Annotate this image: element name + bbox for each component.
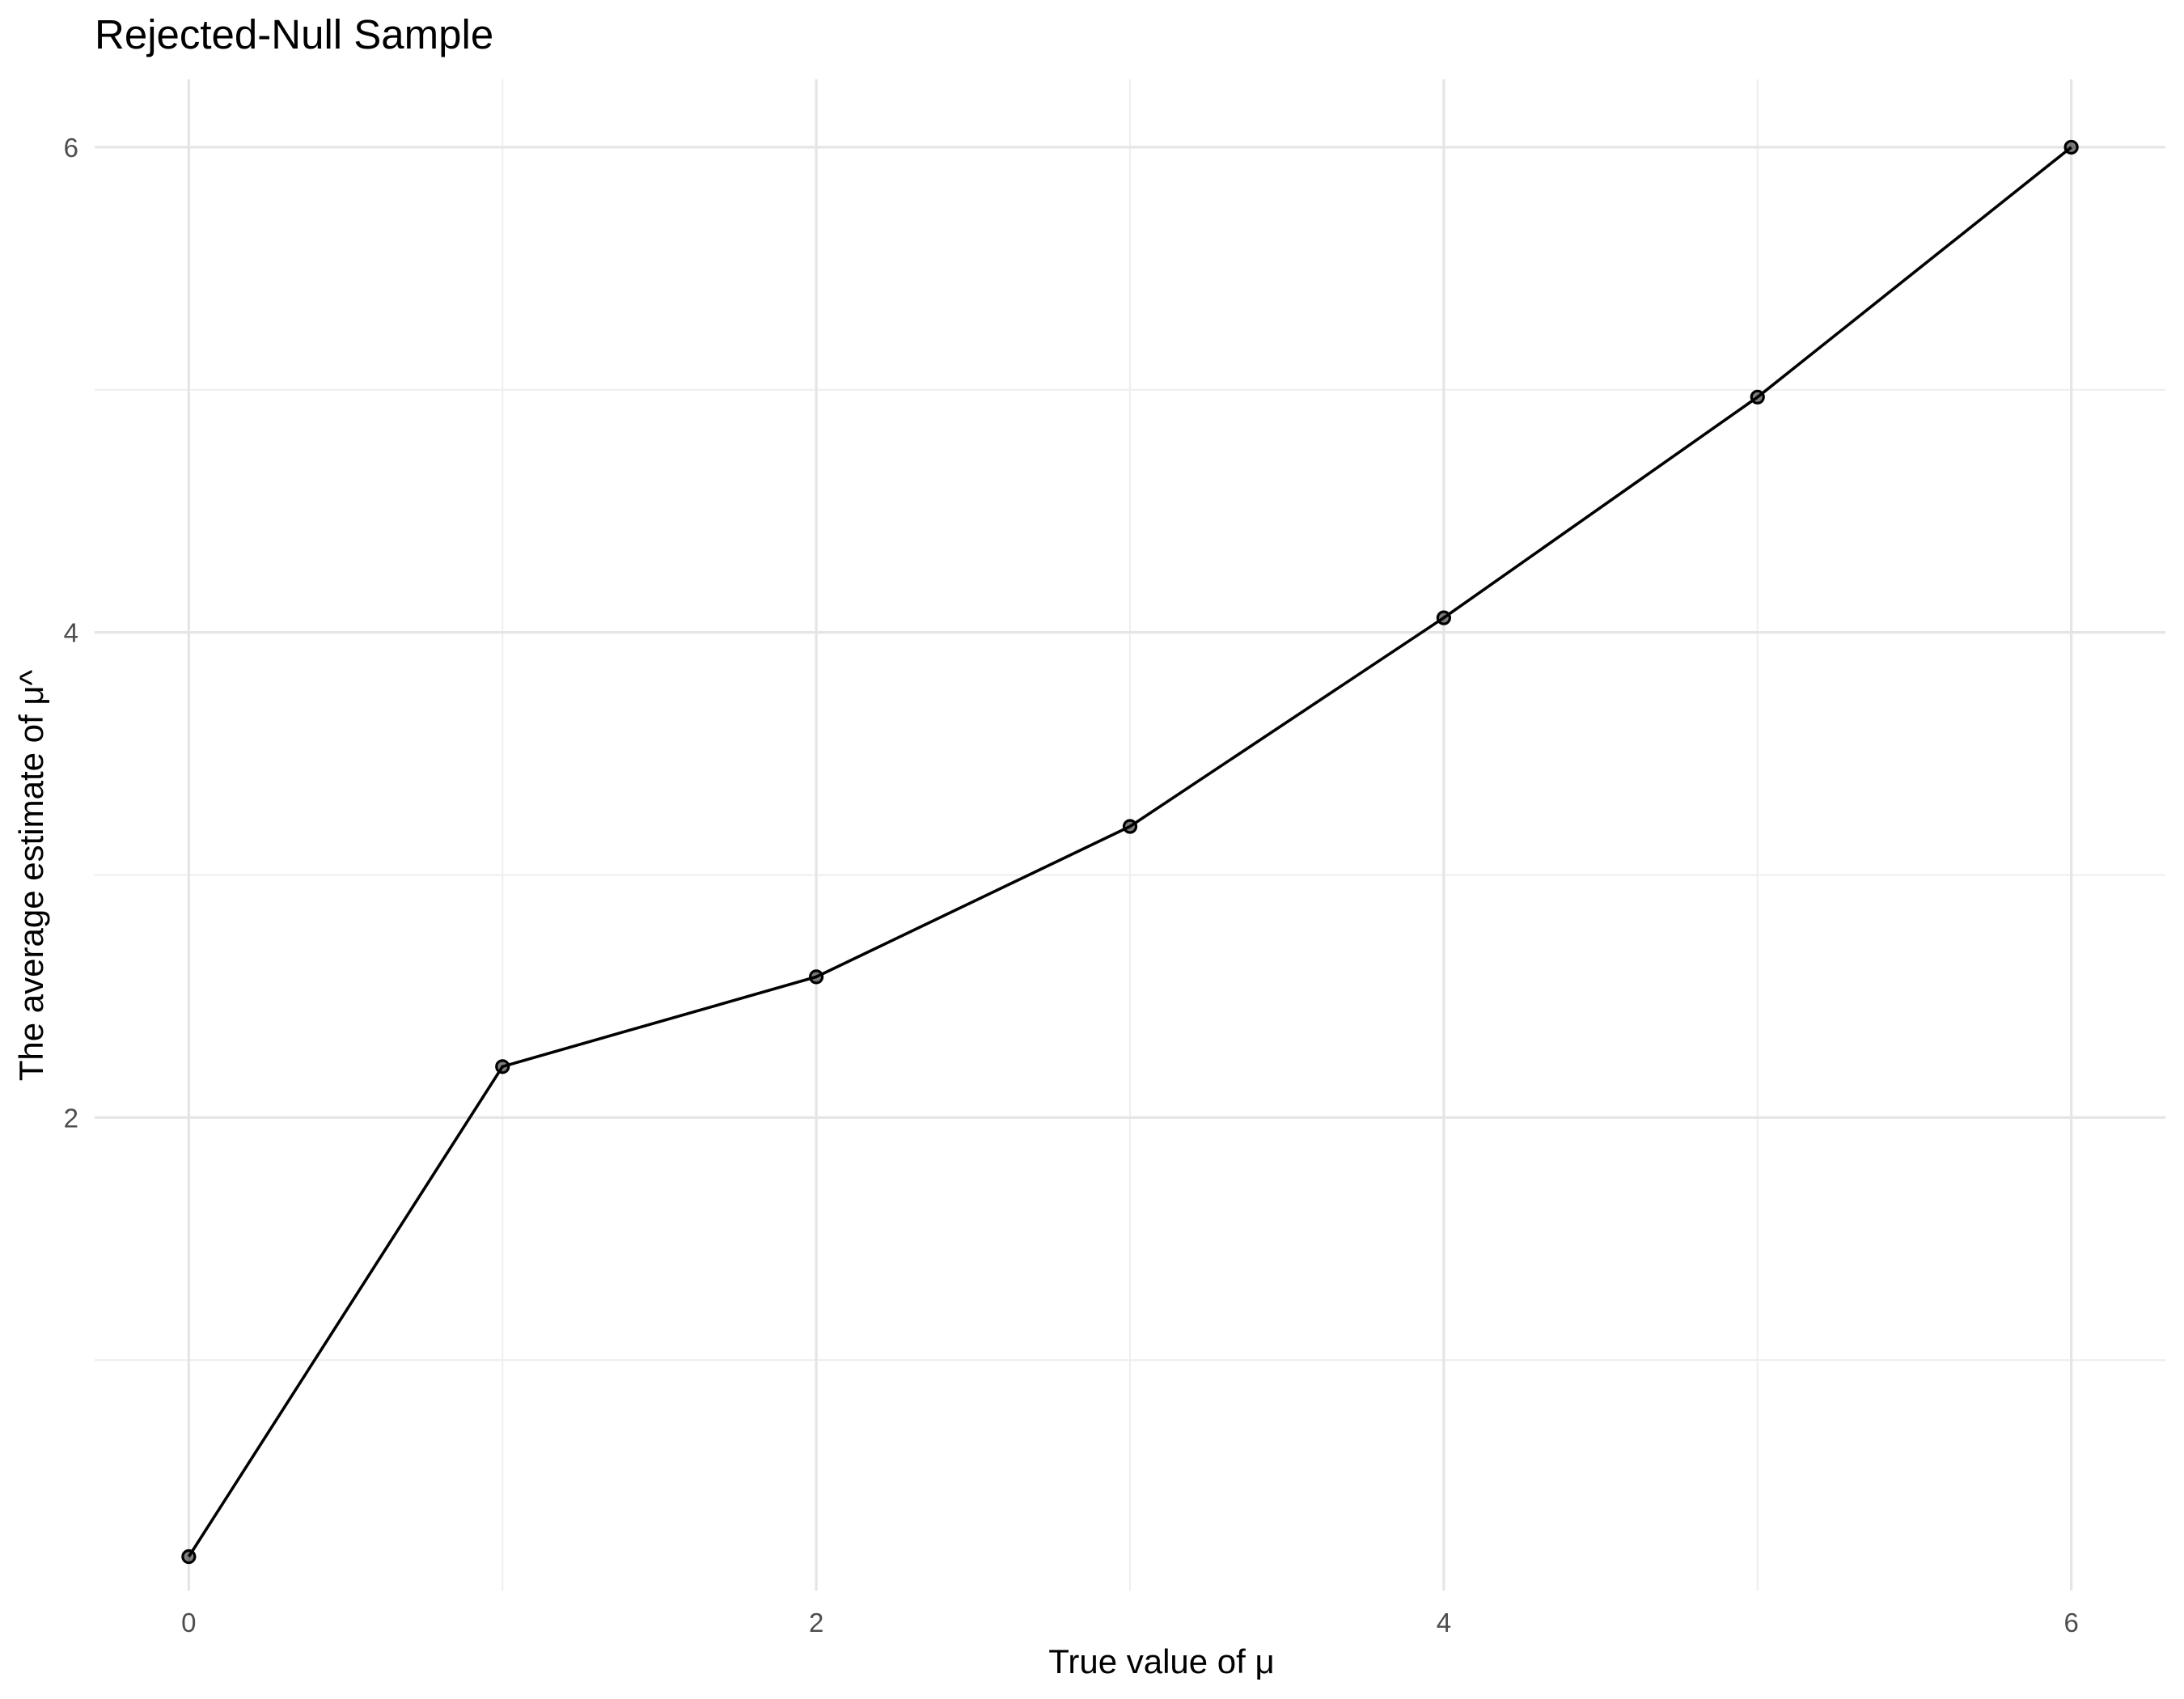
chart-title: Rejected-Null Sample: [95, 11, 493, 57]
data-point: [181, 1549, 197, 1565]
data-point: [1436, 610, 1451, 625]
x-tick-label: 2: [809, 1608, 823, 1638]
series-layer: [181, 139, 2079, 1565]
data-point: [495, 1059, 510, 1074]
y-tick-label: 2: [64, 1103, 78, 1133]
y-tick-label: 4: [64, 618, 78, 648]
x-axis-title: True value of μ: [1048, 1642, 1274, 1680]
data-point: [809, 969, 824, 985]
gridlines: [95, 79, 2165, 1591]
axis-ticks: 0 2 4 6 2 4 6: [64, 133, 2079, 1638]
y-tick-label: 6: [64, 133, 78, 163]
x-tick-label: 6: [2063, 1608, 2078, 1638]
x-tick-label: 4: [1437, 1608, 1451, 1638]
y-axis-title: The average estimate of μ^: [12, 669, 50, 1081]
data-point: [1122, 819, 1138, 834]
data-point: [1750, 389, 1765, 405]
x-tick-label: 0: [181, 1608, 196, 1638]
data-point: [2063, 139, 2079, 155]
